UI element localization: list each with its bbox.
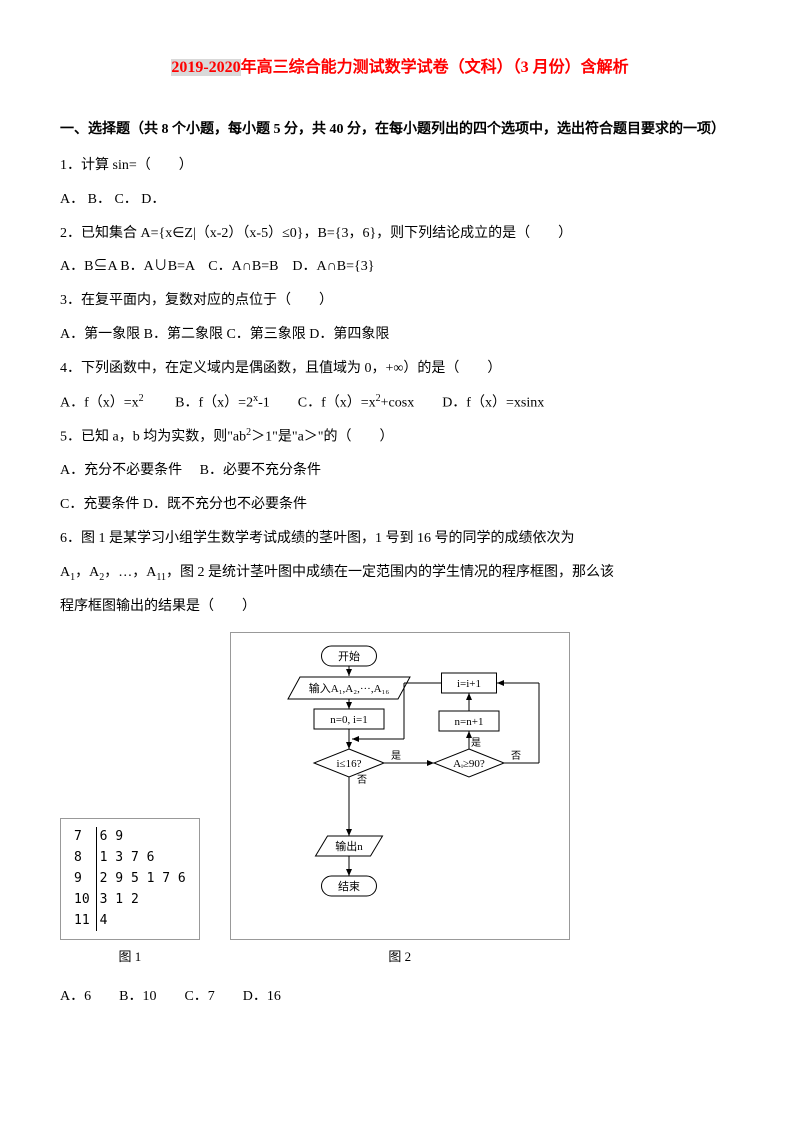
q6-sub3: 11 bbox=[156, 572, 166, 583]
svg-text:否: 否 bbox=[511, 750, 521, 762]
q5-post: ＞1"是"a＞"的（ ） bbox=[251, 430, 393, 445]
flowchart-svg: 开始输入A₁,A₂,···,A₁₆ n=0, i=1 i≤16? 否输出n 结束 是 Aᵢ≥… bbox=[239, 641, 559, 931]
svg-text:是: 是 bbox=[471, 737, 481, 749]
stem-leaf-plot: 76 981 3 7 692 9 5 1 7 6103 1 2114 bbox=[60, 818, 200, 940]
fig1-label: 图 1 bbox=[60, 943, 200, 972]
leaf-cell: 3 1 2 bbox=[96, 890, 189, 911]
q6-m1: ，A bbox=[75, 565, 99, 580]
q5-options-2: C．充要条件 D．既不充分也不必要条件 bbox=[60, 490, 740, 521]
leaf-cell: 1 3 7 6 bbox=[96, 848, 189, 869]
svg-text:n=n+1: n=n+1 bbox=[454, 716, 483, 728]
q1-text: 1．计算 sin=（ ） bbox=[60, 151, 740, 182]
q4-opt-a: A．f（x）=x bbox=[60, 395, 139, 410]
q5-pre: 5．已知 a，b 均为实数，则"ab bbox=[60, 430, 246, 445]
svg-text:n=0, i=1: n=0, i=1 bbox=[330, 714, 367, 726]
q5-text: 5．已知 a，b 均为实数，则"ab2＞1"是"a＞"的（ ） bbox=[60, 422, 740, 453]
q6-post: ，图 2 是统计茎叶图中成绩在一定范围内的学生情况的程序框图，那么该 bbox=[166, 565, 614, 580]
svg-text:Aᵢ≥90?: Aᵢ≥90? bbox=[453, 758, 485, 770]
q5-options-1: A．充分不必要条件 B．必要不充分条件 bbox=[60, 456, 740, 487]
q6-line3: 程序框图输出的结果是（ ） bbox=[60, 592, 740, 623]
q2-text: 2．已知集合 A={x∈Z|（x-2）（x-5）≤0}，B={3，6}，则下列结… bbox=[60, 219, 740, 250]
fig2-label: 图 2 bbox=[230, 943, 570, 972]
leaf-cell: 2 9 5 1 7 6 bbox=[96, 869, 189, 890]
flowchart-wrapper: 开始输入A₁,A₂,···,A₁₆ n=0, i=1 i≤16? 否输出n 结束 是 Aᵢ≥… bbox=[230, 632, 570, 972]
flowchart: 开始输入A₁,A₂,···,A₁₆ n=0, i=1 i≤16? 否输出n 结束 是 Aᵢ≥… bbox=[230, 632, 570, 940]
svg-text:结束: 结束 bbox=[338, 880, 360, 893]
stem-cell: 8 bbox=[71, 848, 96, 869]
q4-opt-a-sup: 2 bbox=[139, 393, 144, 404]
q4-opt-c-rest: +cosx D．f（x）=xsinx bbox=[381, 395, 545, 410]
q3-options: A．第一象限 B．第二象限 C．第三象限 D．第四象限 bbox=[60, 320, 740, 351]
stem-cell: 11 bbox=[71, 911, 96, 932]
q3-text: 3．在复平面内，复数对应的点位于（ ） bbox=[60, 286, 740, 317]
q4-options: A．f（x）=x2 B．f（x）=2x-1 C．f（x）=x2+cosx D．f… bbox=[60, 388, 740, 419]
title-rest: 年高三综合能力测试数学试卷（文科）（3 月份）含解析 bbox=[241, 59, 629, 76]
leaf-cell: 6 9 bbox=[96, 827, 189, 848]
stem-cell: 9 bbox=[71, 869, 96, 890]
q6-m2: ，…，A bbox=[104, 565, 156, 580]
svg-text:输出n: 输出n bbox=[335, 839, 363, 853]
section-header: 一、选择题（共 8 个小题，每小题 5 分，共 40 分，在每小题列出的四个选项… bbox=[60, 115, 740, 146]
exam-title: 2019-2020年高三综合能力测试数学试卷（文科）（3 月份）含解析 bbox=[60, 50, 740, 85]
stem-cell: 10 bbox=[71, 890, 96, 911]
q6-l2-pre: A bbox=[60, 565, 70, 580]
q2-options: A．B⊆A B．A∪B=A C．A∩B=B D．A∩B={3} bbox=[60, 252, 740, 283]
q6-line1: 6．图 1 是某学习小组学生数学考试成绩的茎叶图，1 号到 16 号的同学的成绩… bbox=[60, 524, 740, 555]
stem-leaf-wrapper: 76 981 3 7 692 9 5 1 7 6103 1 2114 图 1 bbox=[60, 818, 200, 972]
q4-opt-b: B．f（x）=2 bbox=[147, 395, 253, 410]
leaf-cell: 4 bbox=[96, 911, 189, 932]
stem-cell: 7 bbox=[71, 827, 96, 848]
svg-text:i=i+1: i=i+1 bbox=[457, 678, 481, 690]
title-year: 2019-2020 bbox=[171, 59, 240, 76]
q6-line2: A1，A2，…，A11，图 2 是统计茎叶图中成绩在一定范围内的学生情况的程序框… bbox=[60, 558, 740, 589]
svg-text:输入A₁,A₂,···,A₁₆: 输入A₁,A₂,···,A₁₆ bbox=[309, 681, 390, 695]
svg-text:i≤16?: i≤16? bbox=[336, 758, 361, 770]
stem-leaf-table: 76 981 3 7 692 9 5 1 7 6103 1 2114 bbox=[71, 827, 189, 931]
figures-container: 76 981 3 7 692 9 5 1 7 6103 1 2114 图 1 开… bbox=[60, 632, 740, 972]
q1-options: A． B． C． D． bbox=[60, 185, 740, 216]
q4-text: 4．下列函数中，在定义域内是偶函数，且值域为 0，+∞）的是（ ） bbox=[60, 354, 740, 385]
svg-text:是: 是 bbox=[391, 750, 401, 762]
q6-options: A．6 B．10 C．7 D．16 bbox=[60, 982, 740, 1013]
svg-text:否: 否 bbox=[357, 774, 367, 786]
q4-opt-b-rest: -1 C．f（x）=x bbox=[258, 395, 376, 410]
svg-text:开始: 开始 bbox=[338, 649, 360, 663]
